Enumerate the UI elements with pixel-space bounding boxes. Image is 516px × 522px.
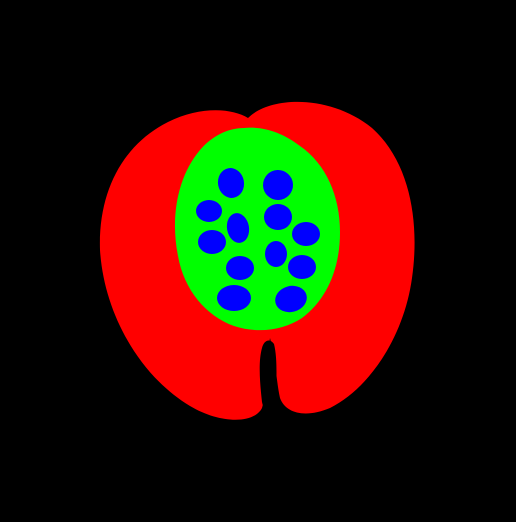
core-region [174, 127, 340, 331]
seed [226, 256, 254, 280]
seed [217, 168, 245, 198]
seed [226, 213, 250, 243]
seed [217, 285, 251, 311]
seed [263, 170, 293, 200]
seed [292, 222, 320, 246]
seed [264, 204, 292, 230]
stem-notch [259, 340, 277, 411]
seed [288, 255, 316, 279]
seed-group [196, 168, 320, 313]
seed [265, 241, 287, 267]
seed [196, 200, 222, 222]
seed [198, 230, 226, 254]
seed [275, 285, 307, 313]
